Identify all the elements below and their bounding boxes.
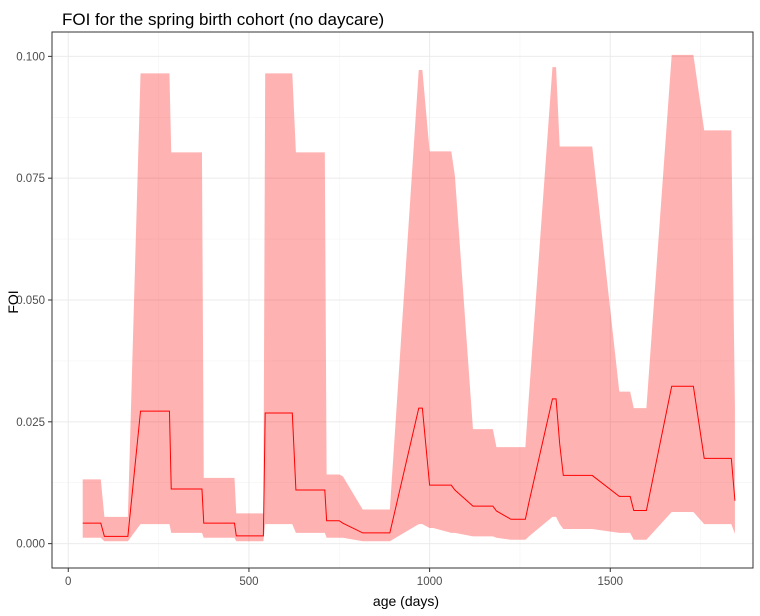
axes: 0 500 1000 1500 0.000 0.025 0.050 0.075 0.100 — [16, 51, 623, 588]
panel-border — [51, 31, 754, 569]
foi-line — [82, 385, 736, 537]
y-tick-label: 0.075 — [16, 173, 45, 185]
x-tick-label: 1000 — [417, 576, 443, 588]
y-axis-title: FOI — [5, 290, 21, 313]
x-axis-title: age (days) — [373, 593, 439, 609]
confidence-ribbon-group — [82, 54, 735, 542]
y-tick-label: 0.050 — [16, 295, 45, 307]
chart-title: FOI for the spring birth cohort (no dayc… — [62, 10, 384, 29]
x-tick-label: 0 — [65, 576, 71, 588]
x-tick-label: 500 — [239, 576, 258, 588]
y-tick-label: 0.100 — [16, 51, 45, 63]
y-tick-label: 0.000 — [16, 539, 45, 551]
grid — [52, 32, 753, 568]
foi-line-group — [82, 385, 736, 537]
y-tick-label: 0.025 — [16, 417, 45, 429]
confidence-ribbon — [82, 54, 735, 542]
x-tick-label: 1500 — [597, 576, 623, 588]
